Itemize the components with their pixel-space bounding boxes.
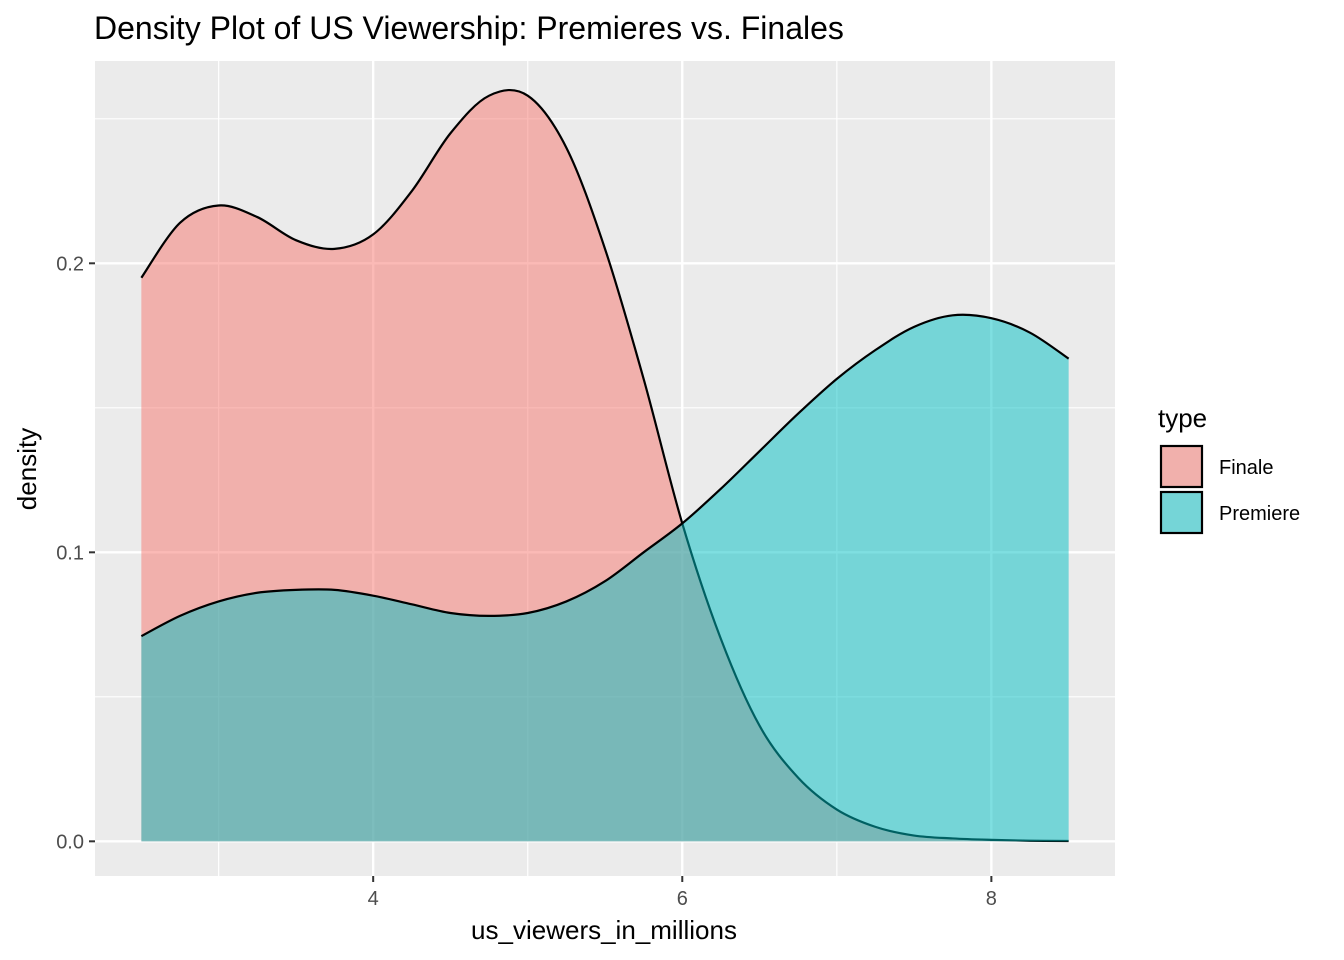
legend: type Finale Premiere bbox=[1158, 403, 1300, 535]
premiere-density-line bbox=[140, 313, 1070, 638]
legend-label-finale: Finale bbox=[1219, 457, 1273, 479]
x-tick-label: 8 bbox=[986, 888, 997, 910]
x-axis-title: us_viewers_in_millions bbox=[471, 915, 737, 945]
y-tick-label: 0.0 bbox=[56, 831, 84, 853]
density-areas bbox=[140, 88, 1070, 843]
legend-key-finale bbox=[1159, 444, 1204, 489]
legend-key-premiere bbox=[1159, 490, 1204, 535]
chart-title: Density Plot of US Viewership: Premieres… bbox=[94, 10, 844, 46]
axis-tick-labels: 4 6 8 0.0 0.1 0.2 bbox=[56, 253, 997, 910]
axis-ticks bbox=[89, 262, 993, 882]
y-axis-title: density bbox=[12, 428, 42, 510]
premiere-density-area bbox=[141, 314, 1069, 842]
y-tick-label: 0.2 bbox=[56, 253, 84, 275]
x-tick-label: 4 bbox=[368, 888, 379, 910]
x-tick-label: 6 bbox=[677, 888, 688, 910]
y-tick-label: 0.1 bbox=[56, 542, 84, 564]
legend-label-premiere: Premiere bbox=[1219, 503, 1300, 525]
legend-title: type bbox=[1158, 403, 1207, 433]
